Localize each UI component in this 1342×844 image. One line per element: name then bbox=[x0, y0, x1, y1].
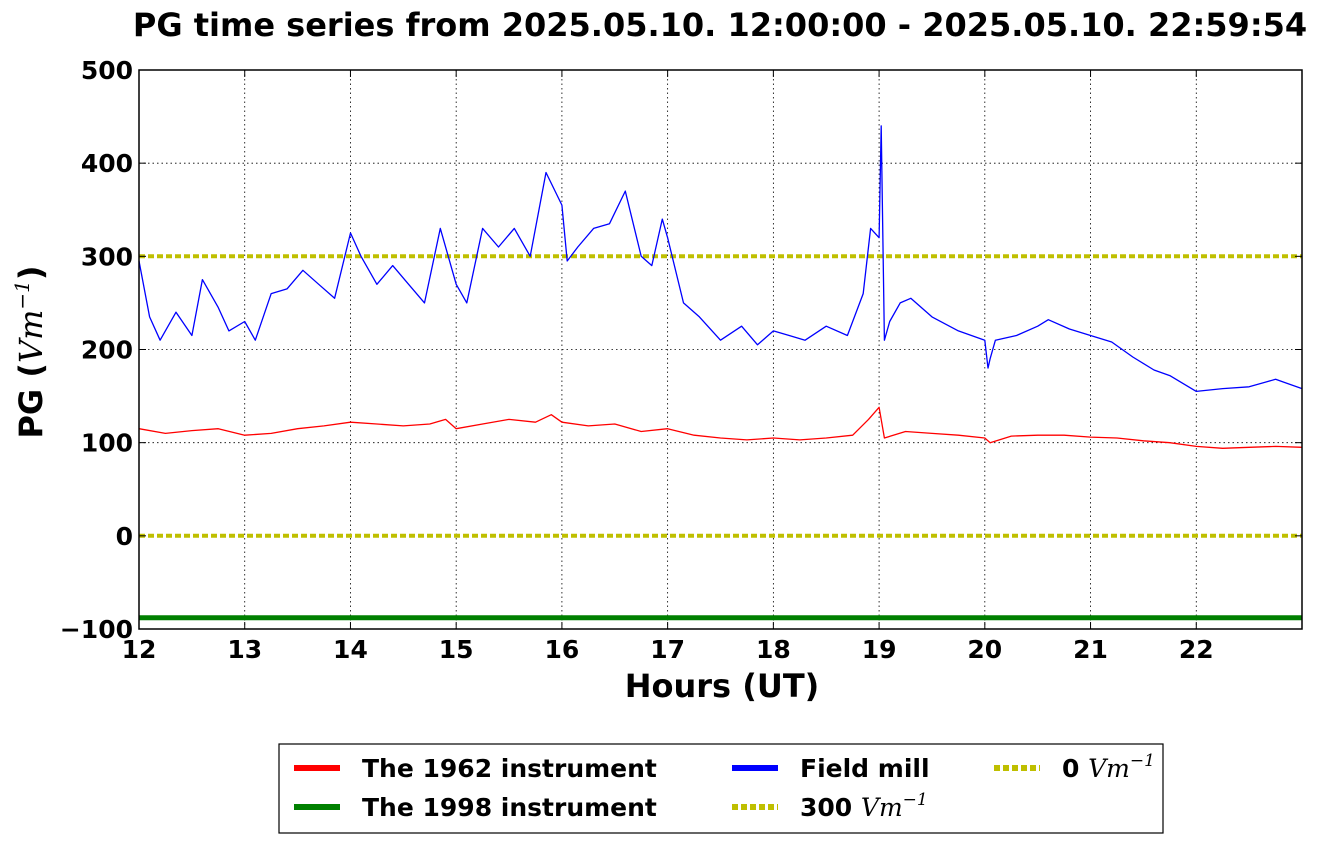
y-tick-label: 500 bbox=[81, 56, 133, 85]
legend-label: Field mill bbox=[800, 754, 930, 783]
axis-ticks bbox=[138, 69, 1302, 630]
legend-entry: 0 Vm−1 bbox=[994, 751, 1155, 783]
y-axis-label-suffix: ) bbox=[12, 265, 50, 280]
x-tick-label: 15 bbox=[439, 635, 474, 664]
series-line-the-1962-instrument bbox=[138, 406, 1303, 449]
legend-entry: The 1998 instrument bbox=[294, 793, 657, 822]
y-tick-label: 100 bbox=[81, 429, 133, 458]
y-tick-label: 300 bbox=[81, 242, 133, 271]
legend-label: The 1998 instrument bbox=[362, 793, 657, 822]
y-tick-labels: −100 0 100 200 300 400 500 bbox=[60, 56, 133, 644]
series-line-field-mill bbox=[138, 125, 1303, 393]
y-tick-label: 400 bbox=[81, 149, 133, 178]
chart-title: PG time series from 2025.05.10. 12:00:00… bbox=[133, 6, 1307, 44]
x-tick-label: 17 bbox=[650, 635, 685, 664]
x-tick-label: 12 bbox=[122, 635, 157, 664]
legend: The 1962 instrument The 1998 instrument Fi… bbox=[278, 743, 1164, 834]
x-tick-label: 13 bbox=[227, 635, 262, 664]
y-tick-label: −100 bbox=[60, 615, 133, 644]
legend-entry: 300 Vm−1 bbox=[732, 790, 928, 822]
legend-box bbox=[278, 743, 1164, 834]
grid-lines bbox=[138, 69, 1302, 630]
y-tick-label: 0 bbox=[116, 522, 133, 551]
x-tick-label: 18 bbox=[756, 635, 791, 664]
x-axis-label: Hours (UT) bbox=[625, 667, 820, 705]
y-axis-label-prefix: PG ( bbox=[12, 363, 50, 438]
x-tick-label: 22 bbox=[1179, 635, 1214, 664]
x-tick-labels: 12 13 14 15 16 17 18 19 20 21 22 bbox=[122, 635, 1214, 664]
x-tick-label: 16 bbox=[545, 635, 580, 664]
y-tick-label: 200 bbox=[81, 336, 133, 365]
x-tick-label: 14 bbox=[333, 635, 368, 664]
y-axis-label: PG (Vm−1) bbox=[10, 265, 50, 438]
x-tick-label: 19 bbox=[862, 635, 897, 664]
legend-label: 0 Vm−1 bbox=[1062, 751, 1155, 783]
x-tick-label: 20 bbox=[967, 635, 1002, 664]
legend-label: The 1962 instrument bbox=[362, 754, 657, 783]
legend-entry: Field mill bbox=[732, 754, 930, 783]
legend-entry: The 1962 instrument bbox=[294, 754, 657, 783]
x-tick-label: 21 bbox=[1073, 635, 1108, 664]
legend-label: 300 Vm−1 bbox=[800, 790, 928, 822]
y-axis-label-unit: Vm bbox=[12, 310, 50, 363]
plot-series bbox=[138, 125, 1303, 621]
y-axis-label-exponent: −1 bbox=[10, 280, 34, 309]
